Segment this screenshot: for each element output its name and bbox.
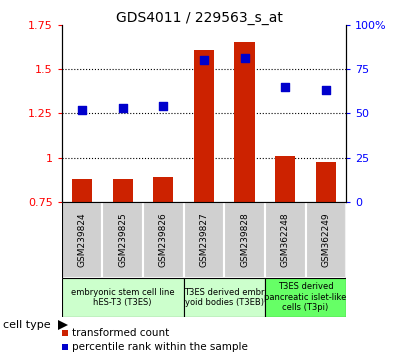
Bar [194,50,214,202]
Bar [234,42,255,202]
Bar [316,162,336,202]
Text: GSM239824: GSM239824 [78,212,86,267]
Bar [265,202,306,278]
Bar [183,278,265,317]
Point [201,57,207,63]
Bar [62,202,102,278]
Bar [224,202,265,278]
Text: GSM362248: GSM362248 [281,212,290,267]
Bar [306,202,346,278]
Text: embryonic stem cell line
hES-T3 (T3ES): embryonic stem cell line hES-T3 (T3ES) [71,288,174,307]
Point [242,56,248,61]
Text: T3ES derived embr
yoid bodies (T3EB): T3ES derived embr yoid bodies (T3EB) [184,288,265,307]
Text: T3ES derived
pancreatic islet-like
cells (T3pi): T3ES derived pancreatic islet-like cells… [264,282,347,312]
Text: GSM362249: GSM362249 [322,212,330,267]
Bar [72,179,92,202]
Text: percentile rank within the sample: percentile rank within the sample [72,342,248,352]
Point [323,87,329,93]
Bar [153,177,174,202]
Bar [143,202,183,278]
Bar [265,278,346,317]
Point [79,107,85,113]
Text: GSM239825: GSM239825 [118,212,127,267]
Bar [102,202,143,278]
Text: transformed count: transformed count [72,328,169,338]
Point [160,103,166,109]
Bar [62,278,183,317]
Text: GSM239827: GSM239827 [199,212,209,267]
Point [282,84,289,90]
Text: cell type: cell type [3,320,51,330]
Bar [62,343,68,349]
Point [119,105,126,111]
Text: GSM239828: GSM239828 [240,212,249,267]
Text: GDS4011 / 229563_s_at: GDS4011 / 229563_s_at [115,11,283,25]
Bar [275,156,295,202]
Text: GSM239826: GSM239826 [159,212,168,267]
Bar [62,330,68,336]
Polygon shape [58,320,68,330]
Bar [113,179,133,202]
Bar [183,202,224,278]
